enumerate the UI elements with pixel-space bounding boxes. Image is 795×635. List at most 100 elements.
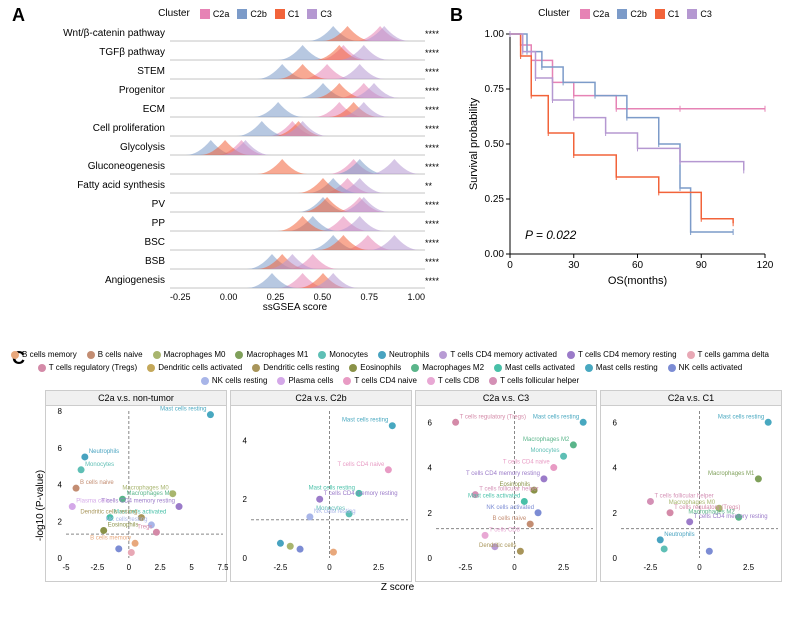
- significance: ****: [425, 86, 455, 96]
- legend-label: T cells regulatory (Tregs): [49, 363, 137, 372]
- legend-item: Dendritic cells resting: [252, 363, 339, 372]
- svg-text:0: 0: [127, 563, 132, 572]
- legend-dot: [687, 351, 695, 359]
- ridge-row: PV****: [35, 195, 455, 214]
- legend-label: C1: [288, 9, 300, 19]
- svg-text:T cells follicular helper: T cells follicular helper: [654, 493, 713, 499]
- panel-c-xlabel: Z score: [10, 582, 785, 593]
- ridge-row-label: Wnt/β-catenin pathway: [35, 28, 170, 39]
- svg-text:0.50: 0.50: [485, 139, 505, 150]
- xtick: 1.00: [407, 292, 425, 302]
- ridge-row: Glycolysis ****: [35, 138, 455, 157]
- facet-title: C2a v.s. C3: [416, 391, 596, 406]
- svg-text:0: 0: [327, 563, 332, 572]
- ridge-area: [170, 195, 425, 214]
- svg-text:-2.5: -2.5: [644, 563, 658, 572]
- svg-text:B cells memory: B cells memory: [90, 535, 131, 541]
- legend-dot: [201, 377, 209, 385]
- xtick: -0.25: [170, 292, 191, 302]
- significance: ****: [425, 105, 455, 115]
- significance: ****: [425, 276, 455, 286]
- svg-text:0: 0: [512, 563, 517, 572]
- svg-text:Dendritic cells resting: Dendritic cells resting: [80, 510, 137, 516]
- xtick: 0.00: [220, 292, 238, 302]
- ridge-row: TGFβ pathway ****: [35, 43, 455, 62]
- svg-text:-2.5: -2.5: [459, 563, 473, 572]
- legend-dot: [668, 364, 676, 372]
- legend-label: NK cells activated: [679, 363, 743, 372]
- svg-text:Monocytes: Monocytes: [85, 462, 114, 468]
- svg-text:0: 0: [507, 260, 513, 271]
- ridge-row: Gluconeogenesis****: [35, 157, 455, 176]
- svg-text:Mast cells resting: Mast cells resting: [160, 407, 206, 413]
- svg-text:Neutrophils: Neutrophils: [664, 532, 694, 538]
- legend-label: Macrophages M0: [164, 350, 226, 359]
- ridge-row-label: BSC: [35, 237, 170, 248]
- svg-text:8: 8: [58, 407, 63, 416]
- legend-item: Macrophages M2: [411, 363, 484, 372]
- legend-dot: [439, 351, 447, 359]
- legend-item: Macrophages M1: [235, 350, 308, 359]
- ridge-row-label: Glycolysis: [35, 142, 170, 153]
- ridge-row-label: BSB: [35, 256, 170, 267]
- legend-dot: [567, 351, 575, 359]
- significance: ****: [425, 143, 455, 153]
- legend-dot: [585, 364, 593, 372]
- legend-label: Macrophages M1: [246, 350, 308, 359]
- legend-item: C2a: [200, 9, 230, 19]
- legend-item: C3: [307, 9, 332, 19]
- panel-b-label: B: [450, 5, 463, 26]
- svg-text:5: 5: [189, 563, 194, 572]
- svg-text:7.5: 7.5: [217, 563, 228, 572]
- legend-item: C1: [655, 9, 680, 19]
- svg-text:90: 90: [696, 260, 708, 271]
- svg-text:T cells CD4 memory resting: T cells CD4 memory resting: [101, 499, 175, 505]
- svg-text:Dendritic cells: Dendritic cells: [479, 543, 516, 549]
- ridge-row: PP ****: [35, 214, 455, 233]
- ridge-area: [170, 176, 425, 195]
- ridge-row: STEM****: [35, 62, 455, 81]
- legend-label: T cells CD4 naive: [354, 376, 417, 385]
- svg-text:Mast cells resting: Mast cells resting: [533, 414, 579, 420]
- legend-swatch: [580, 9, 590, 19]
- legend-label: Mast cells activated: [505, 363, 575, 372]
- legend-label: C3: [320, 9, 332, 19]
- significance: ****: [425, 48, 455, 58]
- svg-text:60: 60: [632, 260, 644, 271]
- legend-item: NK cells resting: [201, 376, 268, 385]
- legend-label: C2b: [630, 9, 647, 19]
- ridge-row-label: Angiogenesis: [35, 275, 170, 286]
- ridge-row-label: Fatty acid synthesis: [35, 180, 170, 191]
- svg-text:0: 0: [58, 554, 63, 563]
- ridge-row-label: PP: [35, 218, 170, 229]
- svg-text:30: 30: [568, 260, 580, 271]
- legend-label: NK cells resting: [212, 376, 268, 385]
- km-plot: 03060901200.000.250.500.751.00Survival p…: [465, 24, 775, 294]
- significance: ****: [425, 124, 455, 134]
- significance: ****: [425, 219, 455, 229]
- legend-label: C3: [700, 9, 712, 19]
- ridge-row-label: TGFβ pathway: [35, 47, 170, 58]
- legend-item: B cells naive: [87, 350, 143, 359]
- legend-dot: [343, 377, 351, 385]
- facet-title: C2a v.s. C2b: [231, 391, 411, 406]
- svg-text:4: 4: [613, 464, 618, 473]
- legend-label: T cells CD4 memory resting: [578, 350, 677, 359]
- ridge-area: [170, 24, 425, 43]
- panel-c-ylabel: -log10 (P-value): [35, 470, 46, 541]
- facet: C2a v.s. C2bMast cells restingT cells CD…: [230, 390, 412, 582]
- legend-label: Macrophages M2: [422, 363, 484, 372]
- legend-item: T cells gamma delta: [687, 350, 769, 359]
- legend-item: T cells follicular helper: [489, 376, 579, 385]
- facet-title: C2a v.s. non-tumor: [46, 391, 226, 406]
- ridge-area: [170, 233, 425, 252]
- ridge-area: [170, 271, 425, 290]
- legend-dot: [277, 377, 285, 385]
- ridge-row: Wnt/β-catenin pathway ****: [35, 24, 455, 43]
- svg-text:T cells CD4 naive: T cells CD4 naive: [503, 460, 551, 466]
- ridge-area: [170, 157, 425, 176]
- svg-text:Survival probability: Survival probability: [468, 97, 480, 190]
- svg-text:1.00: 1.00: [485, 29, 505, 40]
- significance: ****: [425, 29, 455, 39]
- legend-swatch: [200, 9, 210, 19]
